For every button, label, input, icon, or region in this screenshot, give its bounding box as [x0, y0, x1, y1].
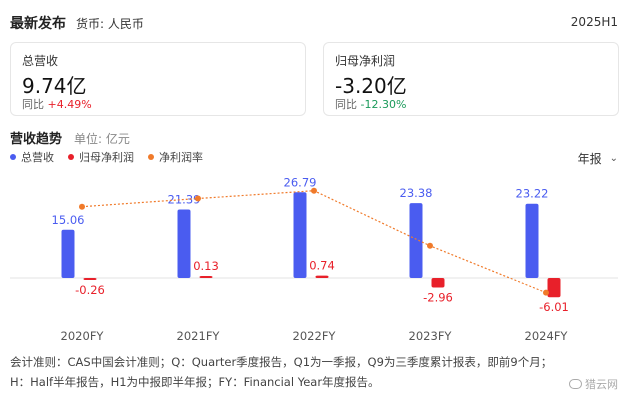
- net-profit-card[interactable]: 归母净利润 -3.20亿 同比 -12.30%: [323, 42, 619, 116]
- revenue-bar: [177, 209, 191, 278]
- legend-dot-icon: [68, 154, 74, 160]
- chart-legend: 总营收 归母净利润 净利润率: [10, 149, 203, 165]
- net-margin-point: [195, 195, 201, 202]
- x-tick-label: 2020FY: [61, 329, 105, 343]
- card-value: 9.74亿: [22, 74, 87, 98]
- cloud-logo-icon: [569, 379, 582, 389]
- net-profit-data-label: 0.74: [309, 259, 335, 273]
- net-profit-bar: [199, 276, 213, 278]
- net-profit-bar: [431, 278, 445, 288]
- legend-label: 净利润率: [159, 151, 203, 164]
- report-period: 2025H1: [570, 15, 618, 29]
- net-profit-data-label: -2.96: [423, 290, 453, 304]
- card-label: 归母净利润: [335, 54, 396, 68]
- card-yoy: 同比 -12.30%: [335, 96, 406, 112]
- section-unit: 单位: 亿元: [74, 132, 130, 146]
- legend-dot-icon: [10, 154, 16, 160]
- watermark: 猎云网: [569, 376, 618, 392]
- yoy-label: 同比: [22, 98, 44, 111]
- legend-label: 归母净利润: [79, 151, 134, 164]
- x-tick-label: 2022FY: [293, 329, 337, 343]
- footnote-line: H：Half半年报告，H1为中报即半年报；FY：Financial Year年度…: [10, 375, 380, 389]
- revenue-card[interactable]: 总营收 9.74亿 同比 +4.49%: [10, 42, 306, 116]
- net-margin-line: [81, 190, 547, 294]
- card-value: -3.20亿: [335, 74, 407, 98]
- period-select[interactable]: 年报 ⌄: [578, 150, 618, 167]
- revenue-data-label: 21.39: [168, 193, 201, 207]
- x-tick-label: 2024FY: [525, 329, 569, 343]
- net-profit-bar: [315, 275, 329, 278]
- net-margin-point: [543, 289, 549, 296]
- watermark-text: 猎云网: [585, 378, 618, 391]
- revenue-data-label: 23.38: [400, 186, 433, 200]
- net-profit-bar: [547, 278, 561, 298]
- currency-label: 货币: 人民币: [76, 17, 144, 31]
- legend-item-revenue[interactable]: 总营收: [10, 149, 54, 165]
- yoy-label: 同比: [335, 98, 357, 111]
- card-label: 总营收: [22, 54, 59, 68]
- period-select-value: 年报: [577, 152, 602, 166]
- revenue-data-label: 26.79: [284, 175, 317, 189]
- revenue-trend-chart: 15.06 21.39 26.79 23.38 23.22 -0.26 0.13 0.74 -2…: [10, 175, 618, 343]
- net-margin-point: [79, 203, 85, 210]
- footnote-line: 会计准则：CAS中国会计准则；Q：Quarter季度报告，Q1为一季报，Q9为三…: [10, 355, 553, 369]
- revenue-bar: [409, 203, 423, 278]
- net-profit-data-label: -6.01: [539, 300, 569, 314]
- latest-release-title: 最新发布: [10, 16, 66, 32]
- header: 最新发布 货币: 人民币: [10, 13, 144, 33]
- net-margin-point: [427, 242, 433, 249]
- section-title: 营收趋势: [10, 132, 63, 147]
- legend-dot-icon: [148, 154, 154, 160]
- net-profit-data-label: -0.26: [75, 283, 105, 297]
- card-yoy: 同比 +4.49%: [22, 96, 92, 112]
- revenue-bar: [61, 229, 75, 278]
- yoy-value: -12.30%: [360, 98, 407, 111]
- revenue-data-label: 15.06: [52, 213, 85, 227]
- revenue-data-label: 23.22: [516, 187, 549, 201]
- footnote: 会计准则：CAS中国会计准则；Q：Quarter季度报告，Q1为一季报，Q9为三…: [10, 352, 620, 392]
- x-tick-label: 2021FY: [177, 329, 221, 343]
- yoy-value: +4.49%: [47, 98, 92, 111]
- legend-label: 总营收: [21, 151, 54, 164]
- x-tick-label: 2023FY: [409, 329, 453, 343]
- net-profit-data-label: 0.13: [193, 259, 219, 273]
- legend-item-net-margin[interactable]: 净利润率: [148, 149, 203, 165]
- net-profit-bar: [83, 278, 97, 280]
- revenue-bar: [525, 203, 539, 278]
- chevron-down-icon: ⌄: [609, 153, 618, 164]
- net-margin-point: [311, 187, 317, 194]
- legend-item-net-profit[interactable]: 归母净利润: [68, 149, 134, 165]
- revenue-bar: [293, 192, 307, 278]
